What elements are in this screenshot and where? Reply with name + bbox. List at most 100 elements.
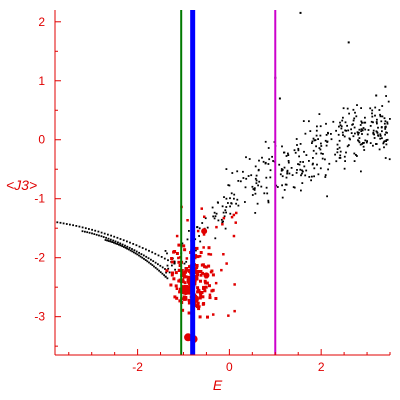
- black-point: [56, 221, 59, 224]
- black-point: [369, 107, 372, 110]
- black-point: [281, 169, 284, 171]
- black-point: [318, 113, 321, 115]
- black-point: [112, 239, 115, 242]
- black-point: [116, 236, 119, 239]
- black-point: [355, 154, 357, 156]
- black-point: [167, 259, 169, 262]
- black-point: [335, 129, 337, 132]
- black-point: [204, 217, 207, 220]
- black-point: [255, 174, 258, 177]
- x-tick-label: -2: [132, 360, 143, 374]
- black-point: [383, 146, 385, 149]
- black-point: [254, 192, 257, 195]
- black-point: [315, 145, 317, 148]
- black-point: [265, 176, 268, 179]
- black-point: [367, 129, 370, 131]
- black-point: [267, 199, 270, 202]
- black-point: [233, 193, 236, 196]
- red-point: [195, 277, 199, 281]
- red-point: [197, 289, 201, 293]
- black-point: [299, 11, 302, 14]
- black-point: [281, 184, 283, 187]
- black-point: [317, 173, 320, 176]
- black-point: [330, 138, 333, 141]
- black-point: [145, 248, 147, 251]
- black-point: [65, 223, 68, 225]
- red-point: [199, 294, 203, 298]
- black-point: [244, 201, 246, 203]
- black-point: [363, 142, 365, 144]
- black-point: [320, 152, 323, 155]
- black-point: [384, 128, 387, 130]
- red-point: [209, 253, 213, 256]
- black-point: [288, 172, 291, 175]
- red-point: [198, 296, 202, 300]
- red-point: [200, 263, 204, 267]
- black-point: [286, 169, 289, 172]
- black-point: [213, 217, 216, 220]
- black-point: [386, 122, 389, 125]
- black-point: [312, 157, 314, 159]
- red-point: [232, 234, 236, 238]
- black-point: [198, 235, 200, 237]
- red-point: [222, 216, 226, 220]
- black-point: [296, 169, 298, 171]
- red-point: [201, 295, 205, 299]
- black-point: [221, 205, 224, 208]
- red-point: [208, 284, 211, 288]
- black-point: [231, 172, 234, 174]
- black-point: [128, 246, 131, 249]
- black-point: [217, 219, 220, 222]
- black-point: [107, 237, 110, 240]
- black-point: [315, 134, 318, 137]
- black-point: [257, 184, 259, 187]
- black-point: [305, 169, 308, 172]
- black-point: [279, 173, 282, 176]
- red-point: [207, 252, 210, 256]
- black-point: [214, 237, 217, 240]
- black-point: [342, 116, 344, 119]
- black-point: [348, 112, 350, 115]
- black-point: [283, 189, 286, 191]
- black-point: [344, 160, 346, 162]
- black-point: [72, 224, 74, 227]
- black-point: [309, 130, 312, 132]
- black-point: [366, 133, 369, 136]
- red-point: [195, 246, 199, 250]
- red-point: [215, 225, 218, 229]
- black-point: [278, 97, 281, 100]
- black-point: [242, 177, 245, 179]
- red-point: [200, 207, 203, 210]
- black-point: [164, 268, 166, 270]
- red-point: [199, 270, 203, 273]
- red-point: [208, 293, 212, 297]
- black-point: [212, 215, 215, 218]
- black-point: [361, 133, 363, 135]
- black-point: [94, 229, 97, 232]
- black-point: [316, 163, 318, 166]
- black-point: [145, 255, 148, 258]
- black-point: [381, 137, 383, 140]
- black-point: [357, 133, 360, 136]
- black-point: [113, 235, 116, 238]
- black-point: [263, 192, 266, 195]
- black-point: [285, 155, 288, 157]
- red-point: [201, 302, 205, 306]
- red-point: [203, 215, 206, 218]
- black-point: [375, 143, 377, 145]
- black-point: [353, 126, 356, 129]
- black-point: [254, 212, 257, 214]
- black-point: [211, 206, 214, 209]
- black-point: [335, 160, 338, 163]
- black-point: [148, 261, 150, 264]
- black-point: [315, 152, 318, 155]
- black-point: [286, 171, 289, 173]
- black-point: [141, 256, 144, 259]
- black-point: [372, 121, 374, 124]
- black-point: [62, 222, 65, 225]
- black-point: [131, 248, 133, 250]
- black-point: [319, 125, 322, 128]
- black-point: [84, 230, 86, 233]
- red-point: [175, 234, 179, 238]
